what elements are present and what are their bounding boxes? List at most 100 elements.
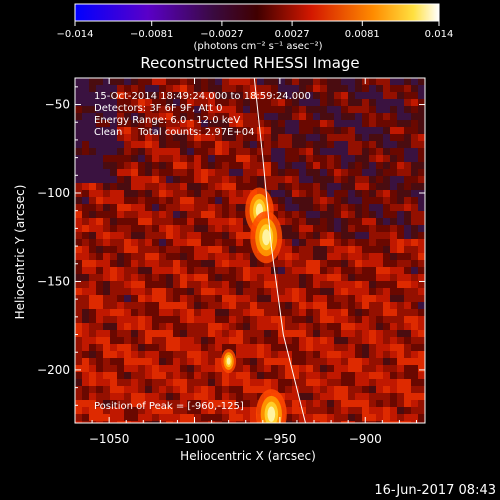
heatmap-cell (229, 344, 236, 351)
heatmap-cell (341, 239, 348, 246)
heatmap-cell (166, 386, 173, 393)
heatmap-cell (222, 386, 229, 393)
heatmap-cell (376, 400, 383, 407)
heatmap-cell (222, 253, 229, 260)
heatmap-cell (320, 344, 327, 351)
heatmap-cell (299, 190, 306, 197)
heatmap-cell (145, 78, 152, 85)
heatmap-cell (313, 99, 320, 106)
heatmap-cell (292, 197, 299, 204)
heatmap-cell (208, 197, 215, 204)
heatmap-cell (320, 211, 327, 218)
heatmap-cell (383, 85, 390, 92)
heatmap-cell (173, 162, 180, 169)
heatmap-cell (131, 414, 138, 421)
heatmap-cell (278, 365, 285, 372)
heatmap-cell (236, 281, 243, 288)
heatmap-cell (82, 288, 89, 295)
heatmap-cell (89, 246, 96, 253)
heatmap-cell (166, 78, 173, 85)
heatmap-cell (299, 365, 306, 372)
heatmap-cell (306, 183, 313, 190)
heatmap-cell (264, 274, 271, 281)
heatmap-cell (208, 218, 215, 225)
heatmap-cell (341, 281, 348, 288)
heatmap-cell (222, 176, 229, 183)
heatmap-cell (271, 351, 278, 358)
heatmap-cell (194, 127, 201, 134)
heatmap-cell (278, 225, 285, 232)
heatmap-cell (271, 197, 278, 204)
heatmap-cell (75, 127, 82, 134)
heatmap-cell (341, 155, 348, 162)
heatmap-cell (138, 141, 145, 148)
heatmap-cell (411, 421, 418, 423)
heatmap-cell (110, 204, 117, 211)
heatmap-cell (110, 330, 117, 337)
heatmap-cell (292, 295, 299, 302)
heatmap-cell (285, 421, 292, 423)
heatmap-cell (376, 365, 383, 372)
heatmap-cell (103, 78, 110, 85)
heatmap-cell (103, 141, 110, 148)
heatmap-cell (89, 323, 96, 330)
heatmap-cell (257, 295, 264, 302)
heatmap-cell (201, 253, 208, 260)
heatmap-cell (285, 141, 292, 148)
heatmap-cell (173, 155, 180, 162)
heatmap-cell (117, 120, 124, 127)
heatmap-cell (369, 351, 376, 358)
heatmap-cell (103, 239, 110, 246)
heatmap-cell (390, 407, 397, 414)
heatmap-cell (96, 148, 103, 155)
heatmap-cell (166, 344, 173, 351)
heatmap-cell (341, 99, 348, 106)
heatmap-cell (110, 344, 117, 351)
heatmap-cell (278, 155, 285, 162)
heatmap-cell (173, 330, 180, 337)
heatmap-cell (138, 190, 145, 197)
heatmap-cell (320, 85, 327, 92)
heatmap-cell (152, 379, 159, 386)
heatmap-cell (145, 253, 152, 260)
heatmap-cell (278, 281, 285, 288)
heatmap-cell (208, 379, 215, 386)
heatmap-cell (173, 400, 180, 407)
heatmap-cell (383, 169, 390, 176)
heatmap-cell (110, 162, 117, 169)
heatmap-cell (96, 309, 103, 316)
heatmap-cell (243, 260, 250, 267)
heatmap-cell (82, 344, 89, 351)
heatmap-cell (166, 260, 173, 267)
heatmap-cell (390, 344, 397, 351)
heatmap-cell (159, 400, 166, 407)
heatmap-cell (82, 106, 89, 113)
heatmap-cell (159, 421, 166, 423)
heatmap-cell (299, 281, 306, 288)
heatmap-cell (390, 393, 397, 400)
heatmap-cell (334, 134, 341, 141)
heatmap-cell (243, 288, 250, 295)
heatmap-cell (327, 267, 334, 274)
heatmap-cell (215, 127, 222, 134)
heatmap-cell (117, 246, 124, 253)
heatmap-cell (89, 351, 96, 358)
heatmap-cell (411, 309, 418, 316)
heatmap-cell (82, 148, 89, 155)
heatmap-cell (215, 113, 222, 120)
heatmap-cell (355, 218, 362, 225)
heatmap-cell (355, 330, 362, 337)
heatmap-cell (96, 92, 103, 99)
heatmap-cell (173, 183, 180, 190)
heatmap-cell (166, 183, 173, 190)
heatmap-cell (117, 141, 124, 148)
heatmap-cell (334, 218, 341, 225)
heatmap-cell (124, 106, 131, 113)
heatmap-cell (180, 99, 187, 106)
heatmap-cell (180, 120, 187, 127)
heatmap-cell (376, 169, 383, 176)
heatmap-cell (369, 393, 376, 400)
heatmap-cell (299, 386, 306, 393)
heatmap-cell (96, 225, 103, 232)
heatmap-cell (215, 204, 222, 211)
